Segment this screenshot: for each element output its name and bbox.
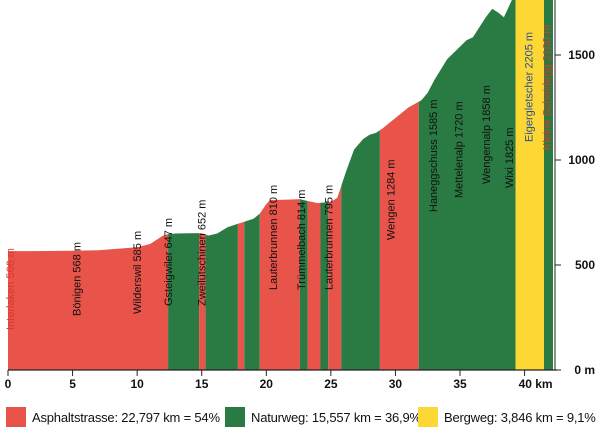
place-name-6: Trümmelbach bbox=[296, 220, 308, 290]
place-label-3: Gsteigwiler 647 m bbox=[163, 218, 175, 306]
x-tick-label-30: 30 bbox=[389, 377, 403, 391]
place-name-3: Gsteigwiler bbox=[163, 249, 175, 306]
place-name-9: Haneggschuss bbox=[428, 136, 440, 212]
surface-segment-natur-5 bbox=[244, 213, 260, 370]
legend-swatch-naturweg bbox=[225, 407, 245, 427]
place-name-12: Wixi bbox=[504, 164, 516, 188]
place-name-5: Lauterbrunnen bbox=[268, 215, 280, 290]
place-name-2: Wilderswil bbox=[132, 261, 144, 314]
place-label-4: Zweilütschinen 652 m bbox=[197, 200, 209, 306]
legend-label-naturweg: Naturweg: 15,557 km = 36,9% bbox=[251, 409, 421, 425]
legend-swatch-asphalt bbox=[6, 407, 26, 427]
place-label-0: Interlaken 566 m bbox=[5, 248, 17, 330]
x-tick-label-5: 5 bbox=[69, 377, 76, 391]
x-tick-label-0: 0 bbox=[5, 377, 12, 391]
surface-segment-berg-14 bbox=[515, 0, 544, 370]
place-elevation-9: 1585 m bbox=[428, 99, 440, 136]
legend-label-asphalt: Asphaltstrasse: 22,797 km = 54% bbox=[32, 409, 220, 425]
y-tick-label-1500: 1500 bbox=[568, 48, 595, 62]
x-tick-label-20: 20 bbox=[260, 377, 274, 391]
y-tick-label-1000: 1000 bbox=[568, 153, 595, 167]
legend-item-asphalt: Asphaltstrasse: 22,797 km = 54% bbox=[6, 406, 220, 428]
place-name-10: Mettelenalp bbox=[454, 138, 466, 198]
surface-segment-asphalt-4 bbox=[237, 221, 245, 370]
place-name-4: Zweilütschinen bbox=[197, 230, 209, 306]
place-elevation-4: 652 m bbox=[197, 200, 209, 231]
place-label-2: Wilderswil 585 m bbox=[132, 231, 144, 314]
place-label-14: Kleine Scheidegg 2100 m bbox=[542, 25, 554, 150]
surface-segment-asphalt-10 bbox=[328, 186, 342, 370]
place-elevation-12: 1825 m bbox=[504, 127, 516, 164]
place-name-14: Kleine Scheidegg bbox=[542, 61, 554, 150]
place-elevation-0: 566 m bbox=[5, 248, 17, 279]
y-tick-label-0: 0 m bbox=[574, 363, 595, 377]
surface-segment-natur-13 bbox=[418, 0, 516, 370]
x-tick-label-35: 35 bbox=[453, 377, 467, 391]
legend-label-bergweg: Bergweg: 3,846 km = 9,1% bbox=[444, 409, 596, 425]
x-tick-label-15: 15 bbox=[195, 377, 209, 391]
place-name-0: Interlaken bbox=[5, 279, 17, 330]
surface-segment-asphalt-12 bbox=[379, 101, 419, 371]
x-tick-label-25: 25 bbox=[324, 377, 338, 391]
surface-segment-asphalt-6 bbox=[259, 199, 300, 370]
surface-segment-natur-3 bbox=[205, 223, 238, 370]
place-elevation-6: 814 m bbox=[296, 190, 308, 221]
surface-segment-asphalt-8 bbox=[307, 201, 321, 370]
legend: Asphaltstrasse: 22,797 km = 54% Naturweg… bbox=[0, 402, 600, 430]
place-label-12: Wixi 1825 m bbox=[504, 127, 516, 188]
x-tick-label-40: 40 km bbox=[519, 377, 553, 391]
place-label-1: Bönigen 568 m bbox=[71, 242, 83, 316]
place-label-9: Haneggschuss 1585 m bbox=[428, 99, 440, 212]
surface-segment-natur-1 bbox=[168, 233, 200, 370]
surface-segment-natur-15 bbox=[544, 0, 553, 370]
place-elevation-3: 647 m bbox=[163, 218, 175, 249]
place-elevation-10: 1720 m bbox=[454, 101, 466, 138]
place-name-1: Bönigen bbox=[71, 273, 83, 316]
place-elevation-5: 810 m bbox=[268, 185, 280, 216]
place-elevation-8: 1284 m bbox=[385, 159, 397, 196]
legend-item-bergweg: Bergweg: 3,846 km = 9,1% bbox=[418, 406, 596, 428]
place-label-13: Eigergletscher 2205 m bbox=[524, 32, 536, 142]
y-tick-label-500: 500 bbox=[575, 258, 595, 272]
place-elevation-14: 2100 m bbox=[542, 25, 554, 62]
place-name-11: Wengernalp bbox=[481, 122, 493, 184]
place-label-7: Lauterbrunnen 795 m bbox=[323, 185, 335, 290]
legend-swatch-bergweg bbox=[418, 407, 438, 427]
place-label-8: Wengen 1284 m bbox=[385, 159, 397, 240]
place-elevation-7: 795 m bbox=[323, 185, 335, 216]
place-name-13: Eigergletscher bbox=[524, 69, 536, 142]
surface-segment-natur-7 bbox=[299, 199, 308, 370]
place-elevation-13: 2205 m bbox=[524, 32, 536, 69]
surface-segment-asphalt-2 bbox=[199, 233, 206, 370]
surface-segment-natur-11 bbox=[341, 130, 380, 370]
place-elevation-2: 585 m bbox=[132, 231, 144, 262]
elevation-profile-chart: 0 m5001000150020000510152025303540 kmInt… bbox=[5, 0, 595, 391]
place-label-5: Lauterbrunnen 810 m bbox=[268, 185, 280, 290]
legend-item-naturweg: Naturweg: 15,557 km = 36,9% bbox=[225, 406, 421, 428]
place-name-8: Wengen bbox=[385, 196, 397, 240]
place-name-7: Lauterbrunnen bbox=[323, 215, 335, 290]
x-tick-label-10: 10 bbox=[130, 377, 144, 391]
place-label-11: Wengernalp 1858 m bbox=[481, 85, 493, 184]
place-label-10: Mettelenalp 1720 m bbox=[454, 101, 466, 198]
place-elevation-1: 568 m bbox=[71, 242, 83, 273]
place-label-6: Trümmelbach 814 m bbox=[296, 190, 308, 290]
surface-segment-natur-9 bbox=[320, 202, 329, 370]
surface-segment-asphalt-0 bbox=[8, 234, 169, 370]
place-elevation-11: 1858 m bbox=[481, 85, 493, 122]
